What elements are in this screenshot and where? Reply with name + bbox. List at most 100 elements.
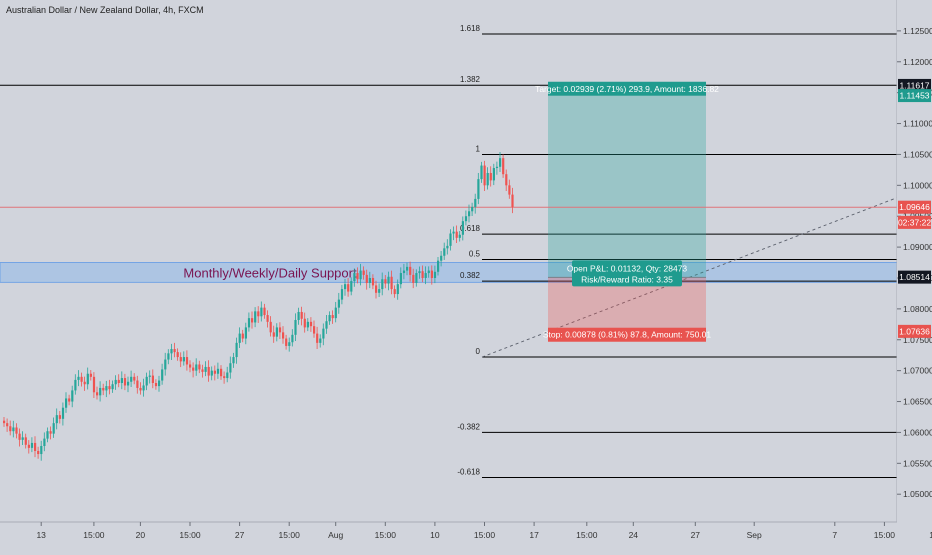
candle-body xyxy=(37,450,40,455)
candle-body xyxy=(508,185,511,195)
price-tick-label: 1.07000 xyxy=(903,366,932,376)
candle-body xyxy=(30,442,34,448)
candle-body xyxy=(316,333,319,343)
candle xyxy=(446,239,449,255)
candle-body xyxy=(130,376,133,382)
candle-body xyxy=(483,165,486,186)
candle-body xyxy=(275,327,278,337)
candle xyxy=(173,342,176,358)
price-axis-marker-label: 1.11453 xyxy=(899,91,929,101)
candle-body xyxy=(99,387,102,396)
long-position-tool[interactable] xyxy=(548,95,706,332)
symbol-title: Australian Dollar / New Zealand Dollar, … xyxy=(6,5,204,15)
time-tick-label: 14 xyxy=(929,530,932,540)
candle-body xyxy=(384,279,387,284)
time-axis[interactable]: 13 15:00 20 15:00 27 15:00 Aug 15:00 10 15:00 17 15… xyxy=(36,522,932,540)
candle xyxy=(396,279,399,300)
candle xyxy=(207,360,210,382)
candle-body xyxy=(396,284,399,295)
candle xyxy=(263,303,266,319)
candle xyxy=(55,408,58,430)
candle-body xyxy=(387,276,390,284)
candle xyxy=(161,363,164,385)
candle-body xyxy=(430,270,433,278)
candle xyxy=(127,376,130,393)
candle xyxy=(303,312,306,333)
time-tick-label: 27 xyxy=(691,530,701,540)
candle xyxy=(424,266,427,285)
candle-body xyxy=(201,369,204,372)
candle xyxy=(471,202,474,216)
candle-body xyxy=(18,433,21,440)
price-axis-marker-label: 1.07636 xyxy=(899,326,930,336)
candle xyxy=(158,375,161,392)
fib-level-label: 1.382 xyxy=(460,75,481,84)
candle-body xyxy=(133,376,136,381)
candle-body xyxy=(198,364,201,370)
candle xyxy=(77,370,80,387)
price-tick-label: 1.07500 xyxy=(903,335,932,345)
open-pnl-box xyxy=(572,260,682,287)
candle xyxy=(114,375,117,390)
candle-body xyxy=(238,333,241,343)
candle xyxy=(399,267,402,289)
candle-body xyxy=(216,368,220,374)
candle-body xyxy=(399,273,402,285)
candle-body xyxy=(139,387,142,391)
candle-body xyxy=(105,386,108,391)
candle-body xyxy=(272,332,275,337)
candle-body xyxy=(232,357,235,364)
candle-body xyxy=(34,442,37,451)
candle xyxy=(235,337,238,364)
candle-body xyxy=(204,366,207,372)
candle xyxy=(89,370,92,381)
support-zone[interactable]: Monthly/Weekly/Daily Support xyxy=(0,262,898,283)
candle xyxy=(502,154,505,178)
stop-label-box xyxy=(548,327,706,342)
fib-level-label: 1.618 xyxy=(460,24,481,33)
candle-body xyxy=(89,373,92,377)
candle xyxy=(18,428,21,447)
time-tick-label: 13 xyxy=(36,530,46,540)
candle xyxy=(337,292,340,314)
candle-body xyxy=(455,231,458,238)
candle xyxy=(452,226,455,241)
price-tick-label: 1.12500 xyxy=(903,26,932,36)
candle-body xyxy=(266,315,269,322)
open-pnl-label: Open P&L: 0.01132, Qty: 28473 xyxy=(567,263,688,273)
candle-body xyxy=(6,423,9,427)
candle xyxy=(204,361,207,377)
candle-body xyxy=(347,284,350,292)
candle-body xyxy=(192,367,195,371)
candle xyxy=(65,392,68,413)
candle xyxy=(15,423,18,439)
candle xyxy=(24,433,27,449)
candle-body xyxy=(114,379,117,385)
time-tick-label: 15:00 xyxy=(474,530,496,540)
candle xyxy=(468,204,471,223)
candle xyxy=(117,374,120,388)
candle xyxy=(356,267,359,284)
candle xyxy=(288,337,291,352)
time-tick-label: Sep xyxy=(747,530,762,540)
candle xyxy=(68,394,71,406)
candle-body xyxy=(393,289,396,295)
candle-body xyxy=(437,260,440,272)
candle-body xyxy=(480,165,483,180)
candle xyxy=(306,318,309,332)
candle xyxy=(139,382,142,395)
candle xyxy=(12,420,15,438)
candle-body xyxy=(40,446,43,455)
price-axis[interactable]: 1.125001.120001.115001.110001.105001.100… xyxy=(897,0,932,550)
price-axis-marker xyxy=(898,78,931,92)
candle xyxy=(455,225,458,244)
candle-body xyxy=(185,357,189,365)
fibonacci-retracement[interactable]: 1.618 1.382 1 0.618 0.5 0.382 0 -0.382 -0.618 xyxy=(0,24,898,479)
candle xyxy=(328,311,331,325)
candle xyxy=(384,275,387,289)
candle-body xyxy=(77,376,80,380)
candle-body xyxy=(474,198,477,207)
candle xyxy=(266,310,269,328)
